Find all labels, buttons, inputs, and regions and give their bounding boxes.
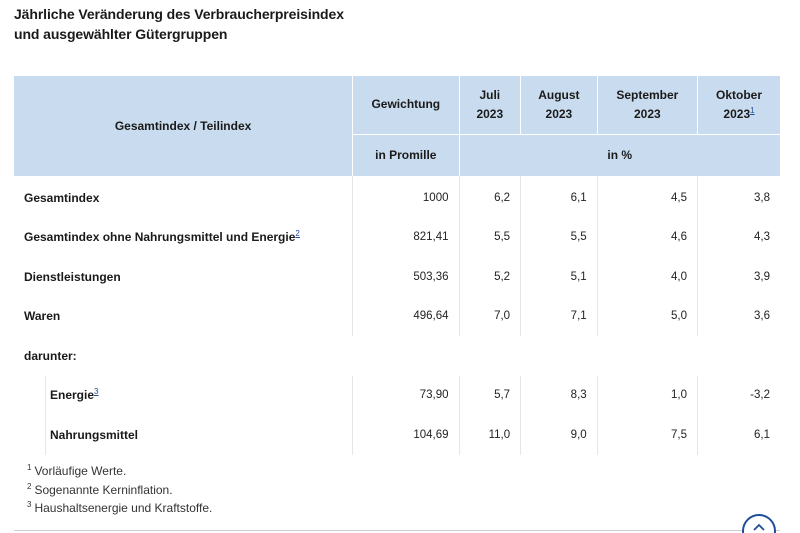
value-cell: 5,0 [596,296,698,336]
value-cell: 9,0 [520,415,598,455]
change-unit: in % [458,133,780,176]
table-row: Nahrungsmittel 104,69 11,0 9,0 7,5 6,1 [14,415,780,455]
row-label: Gesamtindex ohne Nahrungsmittel und Ener… [24,229,300,245]
value-cell: 6,1 [697,415,780,455]
table-row: Gesamtindex 1000 6,2 6,1 4,5 3,8 [14,176,780,218]
scroll-to-top-button[interactable] [742,514,776,533]
table-row: Dienstleistungen 503,36 5,2 5,1 4,0 3,9 [14,257,780,297]
subheading-row: darunter: [14,336,780,376]
row-label: Gesamtindex [24,190,100,205]
subheading-label: darunter: [24,348,77,363]
value-cell: 4,5 [596,176,698,218]
footnotes: 1 Vorläufige Werte. 2 Sogenannte Kerninfla… [27,462,212,518]
column-header-index: Gesamtindex / Teilindex [14,76,353,176]
value-cell: 6,2 [458,176,521,218]
row-label: Energie3 [14,375,353,415]
footnote-item: 2 Sogenannte Kerninflation. [27,481,173,497]
footnote-item: 3 Haushaltsenergie und Kraftstoffe. [27,500,213,516]
column-header-weight: Gewichtung [352,76,459,134]
value-cell: 3,6 [697,296,780,336]
cpi-table: Gesamtindex / Teilindex Gewichtung Juli … [14,76,780,455]
column-header-month: Juli 2023 [458,76,521,134]
table-row: Energie3 73,90 5,7 8,3 1,0 -3,2 [14,375,780,415]
value-cell: 11,0 [458,415,521,455]
row-label: Nahrungsmittel [14,415,353,455]
value-cell: 1,0 [596,375,698,415]
value-cell: 5,2 [458,257,521,297]
chevron-up-icon [753,523,765,531]
value-cell: 7,5 [596,415,698,455]
value-cell: 5,5 [520,217,598,257]
column-header-month: Oktober 20231 [697,76,780,134]
weight-cell: 1000 [352,176,459,218]
header-row: Gesamtindex / Teilindex Gewichtung Juli … [14,76,780,176]
table-row: Gesamtindex ohne Nahrungsmittel und Ener… [14,217,780,257]
value-cell: 4,0 [596,257,698,297]
value-cell: 3,8 [697,176,780,218]
value-cell: 5,7 [458,375,521,415]
value-cell: 7,0 [458,296,521,336]
value-cell: 8,3 [520,375,598,415]
column-header-month: August 2023 [520,76,598,134]
table-title: Jährliche Veränderung des Verbraucherpre… [14,4,344,44]
row-label: Dienstleistungen [24,269,121,284]
value-cell: 4,3 [697,217,780,257]
table-row: Waren 496,64 7,0 7,1 5,0 3,6 [14,296,780,336]
divider [14,530,780,531]
table-title-line-2: und ausgewählter Gütergruppen [14,26,228,42]
value-cell: 7,1 [520,296,598,336]
value-cell: 5,5 [458,217,521,257]
footnote-item: 1 Vorläufige Werte. [27,463,127,479]
value-cell: -3,2 [697,375,780,415]
footnote-link[interactable]: 3 [94,387,99,397]
column-header-month: September 2023 [596,76,698,134]
value-cell: 4,6 [596,217,698,257]
footnote-link[interactable]: 1 [750,105,755,115]
value-cell: 5,1 [520,257,598,297]
weight-cell: 503,36 [352,257,459,297]
weight-cell: 104,69 [352,415,459,455]
weight-cell: 73,90 [352,375,459,415]
unit-row: in Promille in % [14,133,780,176]
value-cell: 3,9 [697,257,780,297]
weight-cell: 821,41 [352,217,459,257]
table-title-line-1: Jährliche Veränderung des Verbraucherpre… [14,6,344,22]
weight-cell: 496,64 [352,296,459,336]
row-label: Waren [24,309,61,324]
weight-unit: in Promille [352,133,459,176]
footnote-link[interactable]: 2 [295,229,300,239]
value-cell: 6,1 [520,176,598,218]
